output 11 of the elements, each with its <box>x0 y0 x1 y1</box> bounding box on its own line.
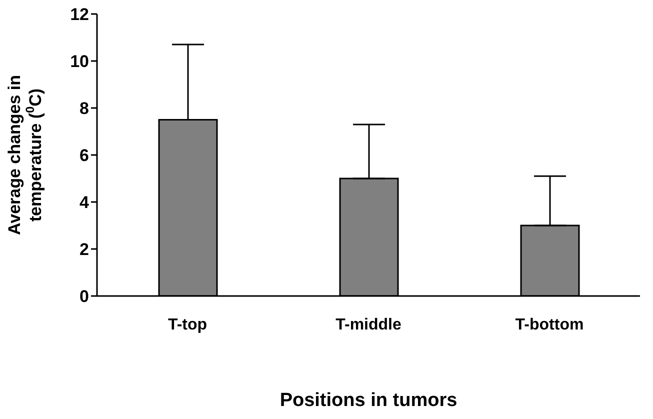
x-tick-label: T-middle <box>336 316 402 334</box>
y-tick-label: 10 <box>70 52 89 72</box>
y-tick-label: 12 <box>70 5 89 24</box>
y-tick-label: 2 <box>80 240 89 260</box>
y-tick-label: 0 <box>80 287 89 306</box>
x-tick-label: T-top <box>168 316 208 334</box>
x-tick-label: T-bottom <box>515 316 584 334</box>
y-tick-label: 8 <box>80 99 89 118</box>
y-tick-label: 4 <box>80 193 90 212</box>
x-axis-title: Positions in tumors <box>280 390 458 411</box>
y-tick-label: 6 <box>80 146 89 166</box>
